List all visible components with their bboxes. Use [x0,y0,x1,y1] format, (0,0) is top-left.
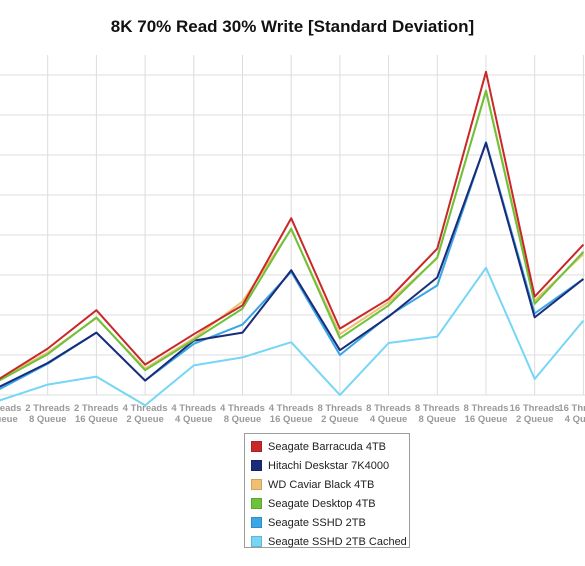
legend-swatch [251,536,262,547]
series-line-seagate-barracuda-4tb [0,70,585,380]
legend-swatch [251,498,262,509]
legend-label: Seagate SSHD 2TB Cached [268,535,407,548]
x-tick-label: 8 Threads 16 Queue [464,403,509,425]
legend: Seagate Barracuda 4TB Hitachi Deskstar 7K… [244,433,410,548]
legend-label: Seagate Desktop 4TB [268,497,376,510]
series-line-hitachi-deskstar-7k4000 [0,142,585,388]
legend-swatch [251,517,262,528]
legend-label: Hitachi Deskstar 7K4000 [268,459,390,472]
legend-swatch [251,441,262,452]
x-tick-label: 8 Threads 2 Queue [317,403,362,425]
legend-swatch [251,479,262,490]
legend-label: Seagate SSHD 2TB [268,516,366,529]
x-tick-label: 2 Threads 16 Queue [74,403,119,425]
legend-item: Seagate Desktop 4TB [251,494,409,513]
legend-item: Seagate SSHD 2TB Cached [251,532,409,551]
x-tick-label: 16 Threads 2 Queue [510,403,560,425]
x-tick-label: 4 Threads 16 Queue [269,403,314,425]
x-tick-label: 4 Threads 4 Queue [171,403,216,425]
legend-label: WD Caviar Black 4TB [268,478,375,491]
x-tick-label: 2 Threads 8 Queue [25,403,70,425]
legend-item: Hitachi Deskstar 7K4000 [251,456,409,475]
x-tick-label: 8 Threads 8 Queue [415,403,460,425]
legend-item: Seagate SSHD 2TB [251,513,409,532]
series-line-seagate-desktop-4tb [0,90,585,382]
x-tick-label: 4 Threads 8 Queue [220,403,265,425]
series-layer [0,70,585,407]
legend-item: WD Caviar Black 4TB [251,475,409,494]
legend-swatch [251,460,262,471]
series-line-seagate-sshd-2tb-cached [0,266,585,407]
legend-item: Seagate Barracuda 4TB [251,437,409,456]
chart-title: 8K 70% Read 30% Write [Standard Deviatio… [110,17,475,36]
x-tick-label: 4 Threads 2 Queue [123,403,168,425]
x-tick-label: 8 Threads 4 Queue [366,403,411,425]
legend-label: Seagate Barracuda 4TB [268,440,387,453]
